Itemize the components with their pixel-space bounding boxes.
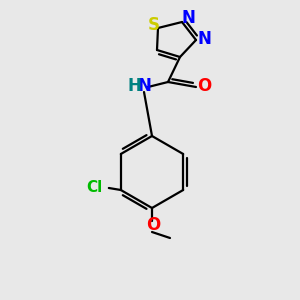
Text: N: N [137, 77, 151, 95]
Text: N: N [181, 9, 195, 27]
Text: Cl: Cl [87, 179, 103, 194]
Text: N: N [197, 30, 211, 48]
Text: S: S [148, 16, 160, 34]
Text: O: O [197, 77, 211, 95]
Text: H: H [127, 77, 141, 95]
Text: O: O [146, 216, 160, 234]
